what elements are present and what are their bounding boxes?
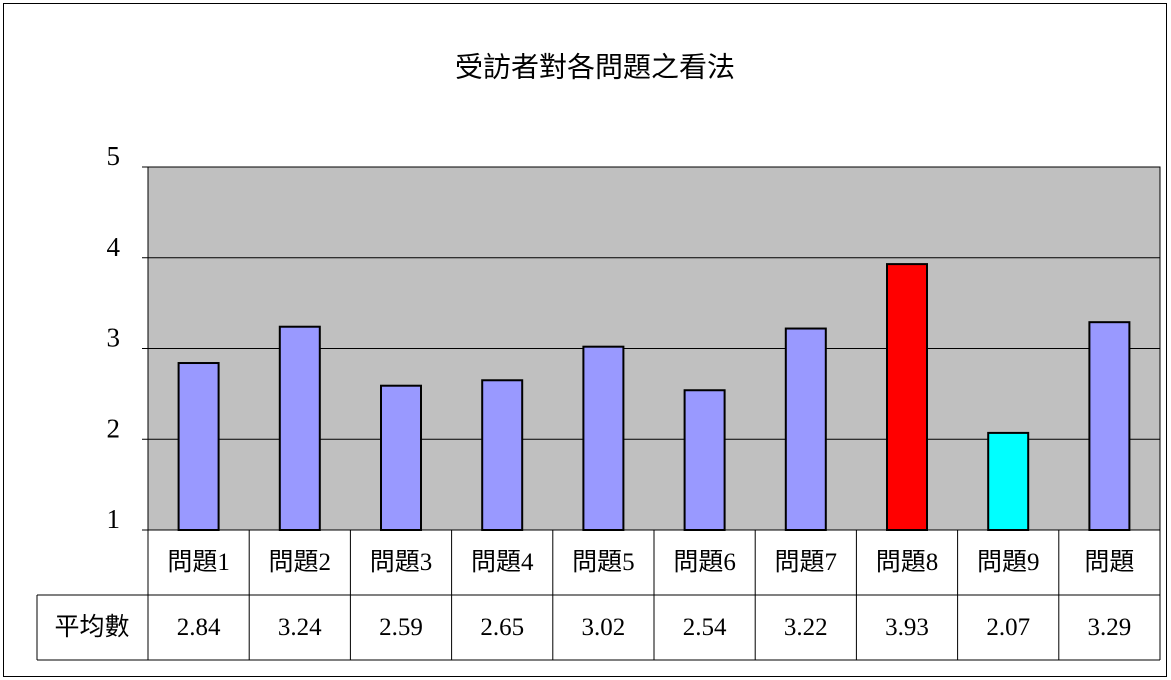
- bar: [987, 431, 1030, 531]
- y-tick-label: 5: [107, 141, 121, 171]
- bar: [481, 379, 524, 532]
- table-value: 2.59: [379, 614, 423, 641]
- y-tick-label: 4: [107, 232, 121, 262]
- y-tick-label: 2: [107, 413, 121, 443]
- table-value: 3.29: [1088, 614, 1132, 641]
- x-tick-label: 問題: [1084, 549, 1134, 576]
- table-value: 3.24: [278, 614, 322, 641]
- bar: [278, 325, 321, 531]
- table-value: 2.07: [986, 614, 1030, 641]
- table-value: 3.93: [885, 614, 929, 641]
- bar: [683, 389, 726, 531]
- table-value: 2.54: [683, 614, 727, 641]
- bar: [784, 327, 827, 531]
- x-tick-label: 問題1: [167, 549, 230, 576]
- x-tick-label: 問題4: [471, 549, 534, 576]
- table-value: 2.84: [177, 614, 221, 641]
- x-tick-label: 問題7: [775, 549, 838, 576]
- table-value: 2.65: [480, 614, 524, 641]
- table-value: 3.02: [582, 614, 626, 641]
- x-tick-label: 問題2: [269, 549, 332, 576]
- bar: [582, 345, 625, 531]
- x-tick-label: 問題3: [370, 549, 433, 576]
- chart-title: 受訪者對各問題之看法: [455, 51, 735, 83]
- table-row-label: 平均數: [54, 613, 129, 641]
- x-tick-label: 問題5: [572, 549, 635, 576]
- bar: [177, 362, 220, 531]
- bar: [380, 384, 422, 531]
- x-tick-label: 問題6: [673, 549, 736, 576]
- y-tick-label: 1: [107, 504, 121, 534]
- x-tick-label: 問題8: [876, 549, 939, 576]
- bar: [886, 263, 928, 531]
- bar: [1088, 321, 1131, 531]
- x-tick-label: 問題9: [977, 549, 1040, 576]
- table-value: 3.22: [784, 614, 828, 641]
- y-tick-label: 3: [107, 323, 121, 353]
